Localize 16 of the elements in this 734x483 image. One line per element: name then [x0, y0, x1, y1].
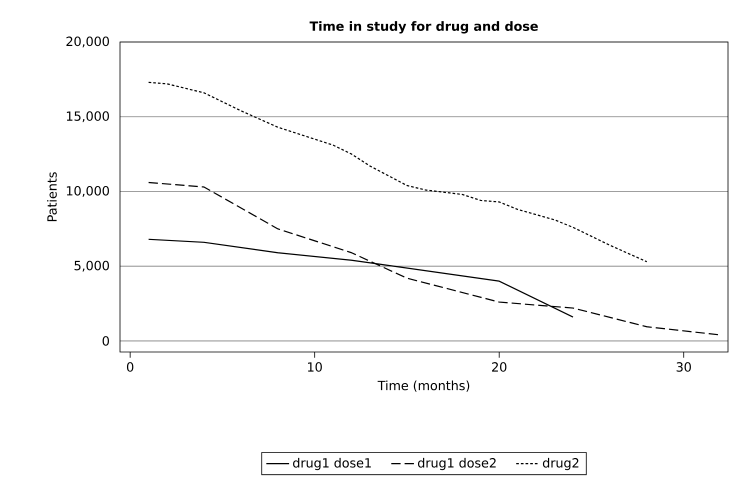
y-tick-label: 20,000: [66, 36, 109, 48]
line-series: [148, 82, 648, 262]
y-tick-label: 0: [102, 336, 109, 346]
x-tick-label: 30: [676, 362, 691, 372]
y-tick-label: 15,000: [66, 111, 109, 122]
x-axis-title: Time (months): [378, 380, 470, 392]
chart-title: Time in study for drug and dose: [310, 21, 538, 34]
y-tick-label: 10,000: [66, 186, 109, 197]
x-tick-label: 20: [492, 362, 506, 372]
x-tick-label: 0: [126, 362, 134, 372]
y-tick-label: 5,000: [74, 260, 109, 272]
legend-label: drug1 dose2: [418, 458, 496, 470]
legend-label: drug2: [542, 458, 578, 470]
x-tick-label: 10: [308, 362, 322, 372]
legend-label: drug1 dose1: [293, 458, 371, 470]
y-axis-title: Patients: [46, 172, 57, 222]
